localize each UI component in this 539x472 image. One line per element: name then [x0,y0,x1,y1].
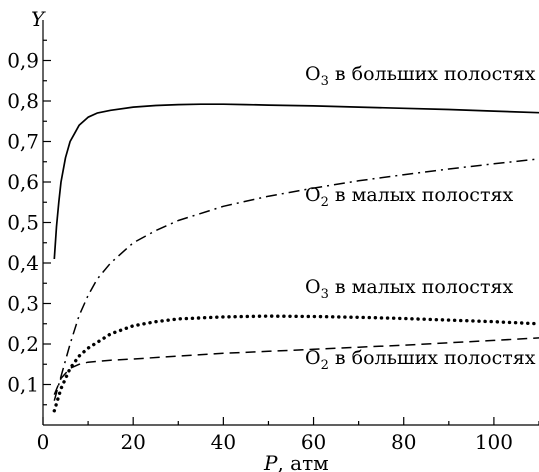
x-tick-label: 20 [120,430,145,454]
x-tick-label: 40 [211,430,236,454]
curve-label-subscript: 3 [321,287,329,302]
x-tick-label: 60 [301,430,326,454]
curve-label-main: O [305,276,321,298]
x-axis-title-var: P [263,451,278,472]
y-axis-title: Y [31,7,46,31]
curve-label-text: в больших полостях [329,347,536,369]
curve-label-1: O2 в малых полостях [305,184,513,210]
y-tick-label: 0,5 [7,211,39,235]
curve-label-text: в малых полостях [329,184,514,206]
x-axis-title: P, атм [263,451,329,472]
curve-label-main: O [305,184,321,206]
curve-label-text: в малых полостях [329,276,514,298]
x-axis-title-unit: , атм [277,451,328,472]
y-tick-label: 0,4 [7,251,39,275]
y-tick-label: 0,9 [7,49,39,73]
curve-label-subscript: 3 [321,74,329,89]
y-tick-label: 0,1 [7,373,39,397]
curve-label-subscript: 2 [321,358,329,373]
curve-label-3: O2 в больших полостях [305,347,536,373]
series-line-2 [52,314,539,413]
y-tick-label: 0,2 [7,332,39,356]
curve-label-0: O3 в больших полостях [305,63,536,89]
y-tick-label: 0,8 [7,89,39,113]
y-tick-label: 0,3 [7,292,39,316]
y-tick-label: 0,6 [7,170,39,194]
series-group [52,103,539,413]
series-line-3 [53,337,539,395]
curve-label-subscript: 2 [321,195,329,210]
series-line-1 [53,158,539,401]
series-line-0 [53,103,539,260]
curve-label-main: O [305,347,321,369]
x-tick-label: 0 [37,430,50,454]
curve-label-main: O [305,63,321,85]
axes: 0 20 40 60 80 100 0,1 0,2 0,3 0,4 0,5 0,6 0,7 0,8 0,9 [7,20,539,454]
curve-label-text: в больших полостях [329,63,536,85]
curve-label-2: O3 в малых полостях [305,276,513,302]
x-tick-label: 80 [391,430,416,454]
y-tick-label: 0,7 [7,130,39,154]
x-tick-label: 100 [475,430,513,454]
